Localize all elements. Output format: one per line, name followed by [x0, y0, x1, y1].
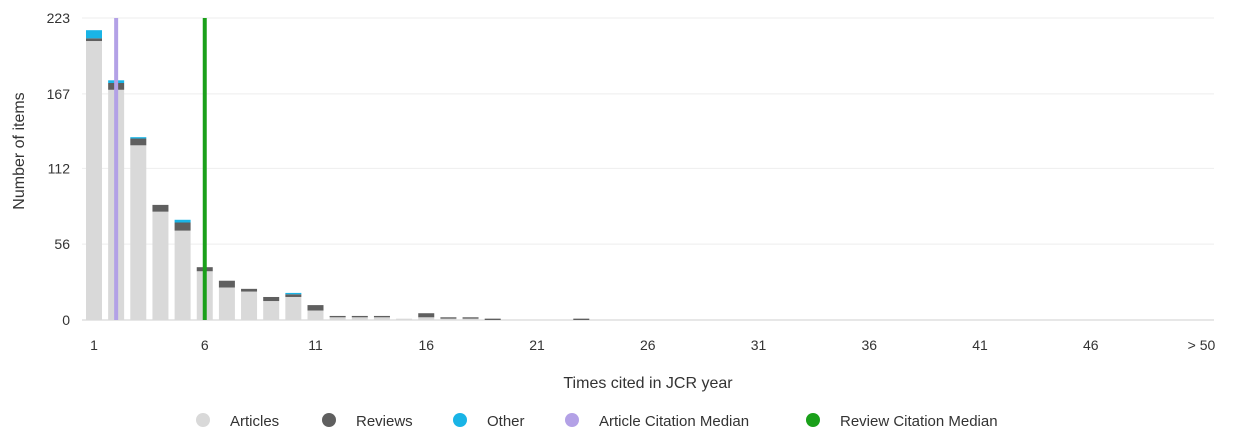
y-tick-label: 0: [62, 312, 70, 328]
y-tick-label: 56: [54, 236, 70, 252]
bar-other-5[interactable]: [174, 219, 191, 223]
bar-reviews-4[interactable]: [152, 204, 169, 212]
bar-articles-8[interactable]: [241, 291, 258, 320]
bar-articles-1[interactable]: [86, 41, 102, 320]
bar-reviews-13[interactable]: [351, 315, 368, 318]
legend-swatch: [565, 413, 579, 427]
bar-articles-14[interactable]: [373, 317, 390, 320]
bar-articles-5[interactable]: [174, 230, 191, 320]
x-tick-label: > 50: [1188, 337, 1216, 353]
x-tick-label: 16: [418, 337, 434, 353]
bar-other-1[interactable]: [86, 30, 102, 39]
grid-layer: [82, 17, 1214, 321]
legend-label: Reviews: [356, 413, 413, 430]
x-tick-label: 26: [640, 337, 656, 353]
legend-label: Articles: [230, 413, 279, 430]
legend-swatch: [322, 413, 336, 427]
bar-articles-3[interactable]: [130, 145, 147, 320]
bar-articles-11[interactable]: [307, 310, 324, 320]
x-axis-title: Times cited in JCR year: [563, 375, 733, 392]
bar-reviews-7[interactable]: [218, 280, 235, 288]
x-tick-label: 41: [972, 337, 988, 353]
bar-reviews-8[interactable]: [241, 288, 258, 292]
bar-reviews-1[interactable]: [86, 38, 102, 42]
x-tick-label: 31: [751, 337, 767, 353]
median-lines-layer: [114, 18, 207, 320]
x-tick-label: 36: [861, 337, 877, 353]
bar-articles-13[interactable]: [351, 317, 368, 320]
legend-item-other[interactable]: Other: [453, 413, 525, 430]
legend-item-review-citation-median[interactable]: Review Citation Median: [806, 413, 998, 430]
bar-reviews-16[interactable]: [418, 313, 435, 318]
bar-articles-9[interactable]: [263, 301, 280, 320]
legend-label: Article Citation Median: [599, 413, 749, 430]
bar-reviews-5[interactable]: [174, 222, 191, 231]
bar-reviews-12[interactable]: [329, 315, 346, 318]
x-tick-label: 11: [308, 337, 323, 353]
x-tick-label: 46: [1083, 337, 1099, 353]
x-tick-label: 21: [529, 337, 545, 353]
bar-articles-17[interactable]: [440, 318, 457, 320]
legend-label: Other: [487, 413, 525, 430]
bars-layer: [86, 30, 590, 320]
legend-label: Review Citation Median: [840, 413, 998, 430]
legend-item-articles[interactable]: Articles: [196, 413, 279, 430]
bar-articles-7[interactable]: [218, 287, 235, 320]
bar-articles-18[interactable]: [462, 318, 479, 320]
bar-other-3[interactable]: [130, 137, 147, 139]
x-tick-label: 6: [201, 337, 209, 353]
bar-articles-4[interactable]: [152, 211, 169, 320]
legend-swatch: [453, 413, 467, 427]
legend-item-reviews[interactable]: Reviews: [322, 413, 413, 430]
bar-reviews-19[interactable]: [484, 318, 501, 320]
x-tick-label: 1: [90, 337, 98, 353]
bar-other-10[interactable]: [285, 292, 302, 295]
legend: Articles Reviews Other Article Citation Med…: [196, 413, 998, 430]
bar-articles-15[interactable]: [396, 318, 413, 320]
y-tick-label: 167: [47, 86, 71, 102]
bar-articles-10[interactable]: [285, 296, 302, 320]
bar-reviews-18[interactable]: [462, 317, 479, 319]
y-axis-title: Number of items: [11, 92, 28, 209]
bar-articles-12[interactable]: [329, 317, 346, 320]
bar-reviews-14[interactable]: [373, 315, 390, 318]
bar-reviews-23[interactable]: [573, 318, 590, 320]
y-tick-label: 112: [48, 160, 71, 176]
bar-articles-16[interactable]: [418, 317, 435, 320]
legend-swatch: [806, 413, 820, 427]
y-tick-label: 223: [47, 10, 71, 26]
bar-reviews-10[interactable]: [285, 294, 302, 297]
legend-swatch: [196, 413, 210, 427]
legend-item-article-citation-median[interactable]: Article Citation Median: [565, 413, 749, 430]
bar-reviews-17[interactable]: [440, 317, 457, 319]
bar-reviews-3[interactable]: [130, 138, 147, 146]
bar-reviews-11[interactable]: [307, 305, 324, 311]
bar-reviews-9[interactable]: [263, 296, 280, 302]
